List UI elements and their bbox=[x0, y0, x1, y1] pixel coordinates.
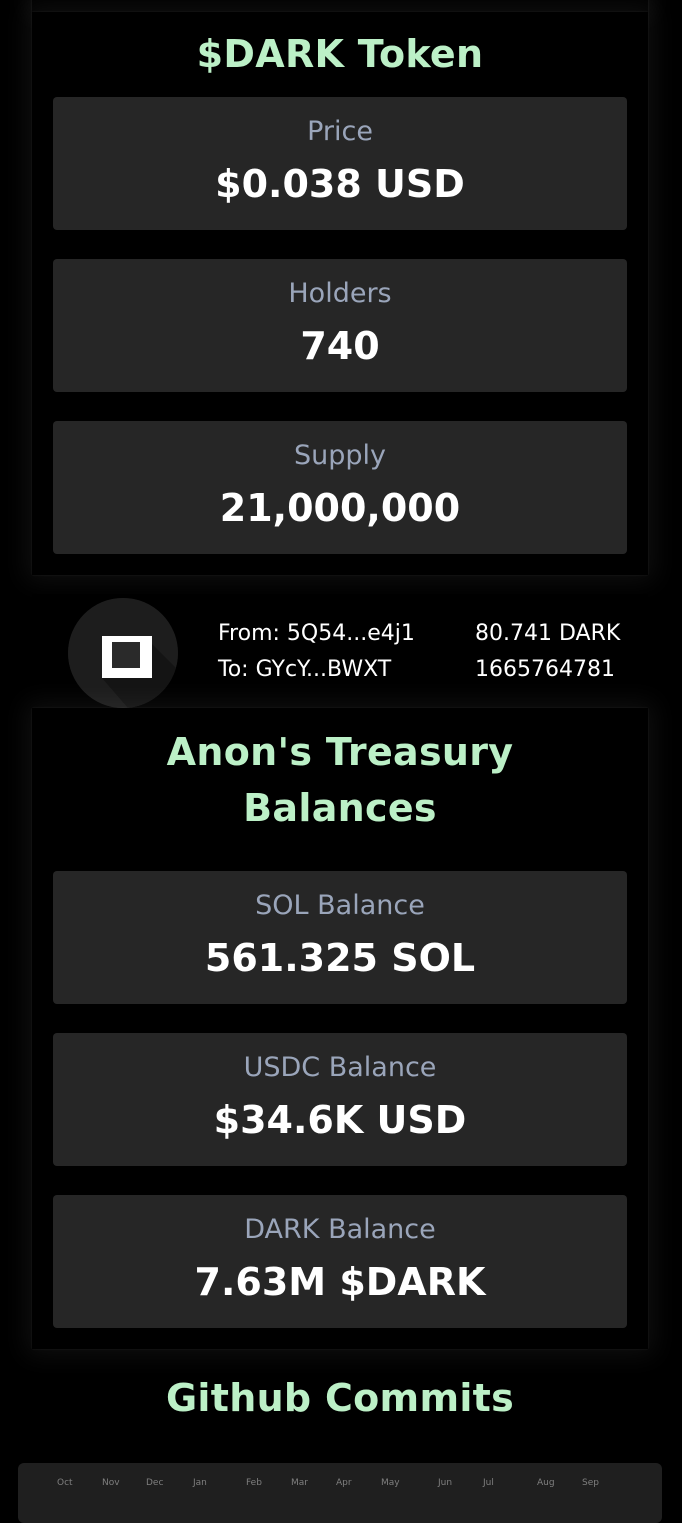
month-label: Dec bbox=[146, 1478, 164, 1488]
transaction-timestamp: 1665764781 bbox=[475, 657, 615, 682]
treasury-section-title: Anon's Treasury Balances bbox=[32, 724, 648, 836]
dark-balance-label: DARK Balance bbox=[244, 1214, 436, 1245]
usdc-balance-card: USDC Balance $34.6K USD bbox=[53, 1033, 627, 1166]
dark-balance-value: 7.63M $DARK bbox=[194, 1260, 486, 1304]
month-label: Aug bbox=[537, 1478, 555, 1488]
month-label: Nov bbox=[102, 1478, 120, 1488]
month-label: Mar bbox=[291, 1478, 308, 1488]
treasury-title-line1: Anon's Treasury bbox=[166, 730, 514, 774]
holders-label: Holders bbox=[288, 278, 392, 309]
transaction-from: From: 5Q54...e4j1 bbox=[218, 621, 415, 646]
month-label: Sep bbox=[582, 1478, 599, 1488]
price-label: Price bbox=[307, 116, 373, 147]
supply-value: 21,000,000 bbox=[219, 486, 461, 530]
month-label: Jan bbox=[193, 1478, 207, 1488]
usdc-balance-value: $34.6K USD bbox=[213, 1098, 467, 1142]
holders-value: 740 bbox=[300, 324, 380, 368]
supply-card: Supply 21,000,000 bbox=[53, 421, 627, 554]
price-value: $0.038 USD bbox=[215, 162, 465, 206]
transaction-amount: 80.741 DARK bbox=[475, 621, 621, 646]
sol-balance-label: SOL Balance bbox=[255, 890, 425, 921]
dark-logo-icon bbox=[68, 598, 178, 708]
token-section-title: $DARK Token bbox=[196, 32, 484, 76]
supply-label: Supply bbox=[293, 440, 386, 471]
price-card: Price $0.038 USD bbox=[53, 97, 627, 230]
treasury-title-line2: Balances bbox=[243, 786, 437, 830]
holders-card: Holders 740 bbox=[53, 259, 627, 392]
transaction-row[interactable]: From: 5Q54...e4j1 To: GYcY...BWXT 80.741… bbox=[32, 594, 648, 710]
github-section-title: Github Commits bbox=[165, 1376, 515, 1420]
month-label: Feb bbox=[246, 1478, 262, 1488]
dark-balance-card: DARK Balance 7.63M $DARK bbox=[53, 1195, 627, 1328]
sol-balance-value: 561.325 SOL bbox=[204, 936, 476, 980]
usdc-balance-label: USDC Balance bbox=[243, 1052, 437, 1083]
transaction-to: To: GYcY...BWXT bbox=[218, 657, 392, 682]
sol-balance-card: SOL Balance 561.325 SOL bbox=[53, 871, 627, 1004]
month-labels: Oct Nov Dec Jan Feb Mar Apr May Jun Jul … bbox=[18, 1477, 662, 1491]
month-label: Jul bbox=[483, 1478, 494, 1488]
previous-panel bbox=[32, 0, 648, 12]
month-label: Jun bbox=[438, 1478, 453, 1488]
github-commits-card: Oct Nov Dec Jan Feb Mar Apr May Jun Jul … bbox=[18, 1463, 662, 1523]
month-label: Apr bbox=[336, 1478, 352, 1488]
month-label: May bbox=[381, 1478, 400, 1488]
month-label: Oct bbox=[57, 1478, 73, 1488]
